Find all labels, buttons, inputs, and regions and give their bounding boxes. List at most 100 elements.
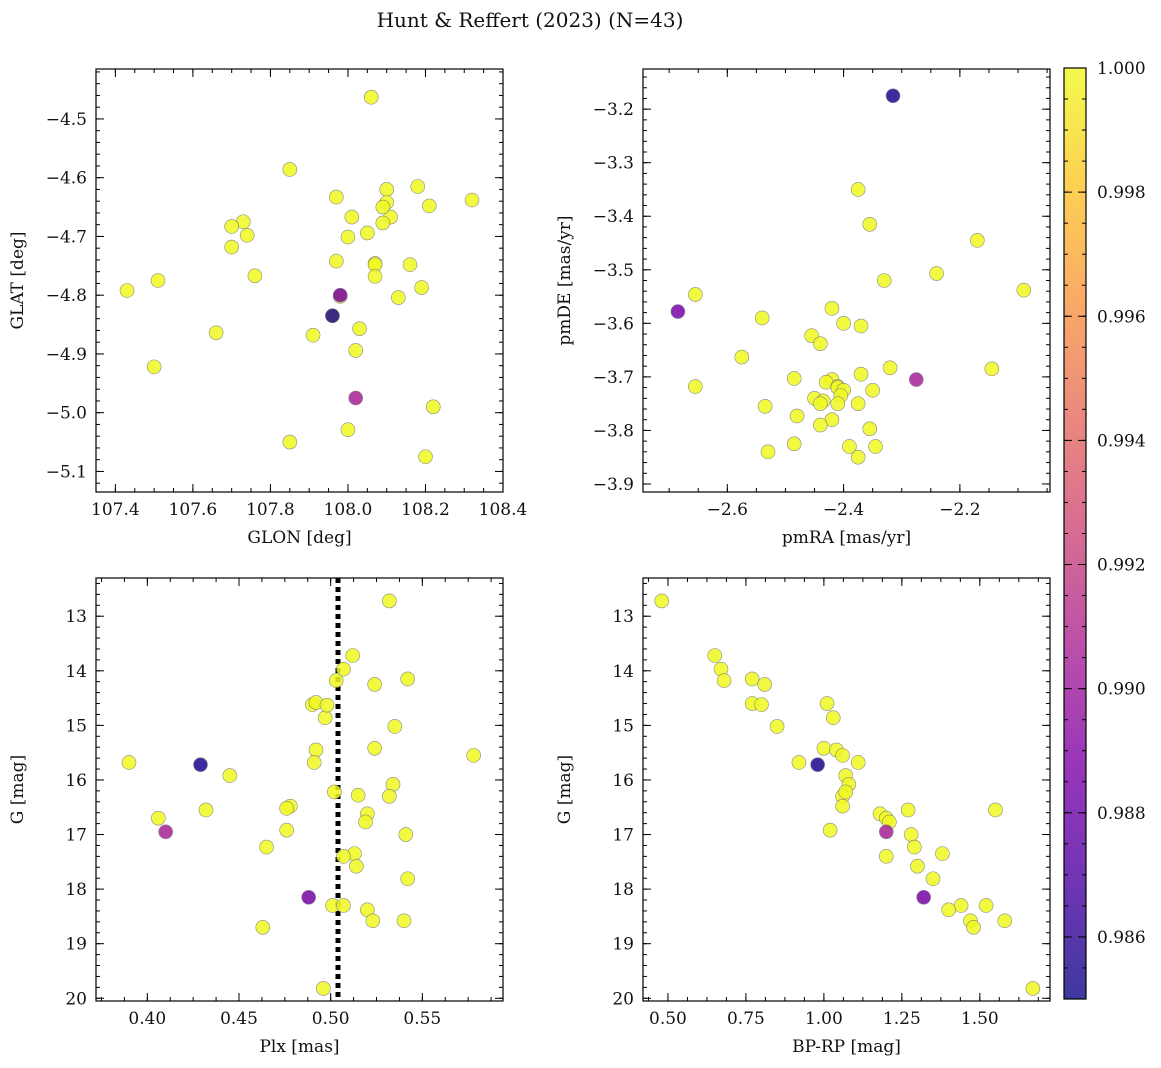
x-tick-label: 1.25 (883, 1009, 921, 1029)
data-point (670, 304, 686, 319)
colorbar-tick-label: 0.996 (1097, 307, 1146, 327)
data-point (850, 396, 866, 411)
data-point (317, 710, 333, 726)
data-point (336, 849, 351, 864)
data-point (410, 179, 426, 194)
data-point (279, 822, 294, 838)
x-tick-label: 0.50 (312, 1009, 350, 1029)
data-point (830, 396, 846, 411)
data-point (387, 719, 403, 734)
y-tick-label: −4.7 (46, 227, 87, 247)
colorbar: 0.986 0.988 0.990 0.992 0.994 0.996 0.998 1.000 (1063, 59, 1146, 1000)
data-point (876, 273, 892, 288)
data-point (121, 755, 137, 770)
colorbar-tick-label: 0.998 (1097, 183, 1146, 203)
y-tick-label: 13 (612, 607, 634, 627)
data-point (146, 359, 162, 375)
data-point (707, 648, 723, 663)
data-point (396, 913, 412, 929)
data-point (336, 661, 351, 677)
colorbar-gradient (1064, 68, 1086, 999)
y-tick-label: 15 (612, 716, 634, 736)
y-tick-label: 17 (612, 826, 634, 846)
data-point (352, 321, 367, 336)
data-point (340, 422, 356, 438)
x-tick-label: 107.8 (246, 500, 295, 520)
data-point (345, 648, 360, 663)
data-point (325, 308, 340, 324)
colorbar-tick-label: 0.992 (1097, 556, 1146, 576)
data-point (329, 253, 344, 269)
y-axis-label: GLAT [deg] (8, 231, 28, 329)
data-point (716, 673, 732, 688)
y-tick-label: 19 (612, 935, 634, 955)
x-tick-label: −2.6 (707, 500, 748, 520)
data-point (997, 913, 1013, 929)
data-point (348, 343, 364, 358)
data-point (966, 920, 981, 935)
data-point (878, 849, 894, 864)
data-point (306, 755, 322, 770)
data-point (382, 789, 397, 804)
x-tick-label: 0.55 (403, 1009, 441, 1029)
data-point (754, 310, 770, 326)
data-point (349, 858, 364, 874)
y-tick-label: −3.4 (593, 207, 634, 227)
data-point (744, 671, 760, 687)
data-point (316, 981, 331, 996)
data-point (208, 325, 224, 341)
data-point (984, 361, 1000, 377)
x-tick-label: 0.40 (128, 1009, 166, 1029)
data-point (308, 742, 324, 758)
axes-frame (95, 68, 504, 493)
y-tick-label: −3.2 (593, 100, 634, 120)
data-point (327, 784, 342, 800)
colorbar-tick-label: 0.986 (1097, 928, 1146, 948)
data-point (340, 229, 356, 245)
data-point (842, 439, 857, 454)
x-axis-label: BP-RP [mag] (792, 1037, 901, 1057)
data-point (850, 182, 866, 197)
y-tick-label: 16 (612, 771, 634, 791)
colorbar-tick-label: 0.994 (1097, 431, 1146, 451)
data-point (865, 382, 880, 398)
data-point (400, 871, 415, 887)
data-point (853, 318, 869, 334)
data-point (247, 268, 263, 284)
y-tick-label: 14 (612, 662, 634, 682)
data-point (688, 379, 703, 394)
y-tick-label: 20 (65, 989, 87, 1009)
y-tick-label: −4.8 (46, 286, 87, 306)
data-point (151, 810, 166, 826)
x-tick-label: −2.2 (939, 500, 980, 520)
y-tick-label: 15 (65, 716, 87, 736)
data-point (816, 740, 832, 756)
data-point (882, 360, 898, 376)
x-tick-label: 1.50 (961, 1009, 999, 1029)
x-tick-label: 0.50 (649, 1009, 687, 1029)
data-point (464, 192, 480, 208)
data-point (150, 273, 166, 288)
y-tick-label: 13 (65, 607, 87, 627)
data-point (822, 822, 838, 838)
data-point (757, 677, 772, 692)
data-point (935, 846, 950, 861)
data-point (978, 898, 994, 913)
data-point (868, 439, 883, 454)
data-point (391, 290, 406, 305)
data-point (916, 889, 931, 905)
y-tick-label: −3.8 (593, 421, 634, 441)
data-point (119, 283, 135, 298)
data-point (198, 802, 214, 818)
data-point (365, 913, 381, 929)
data-point (329, 189, 344, 205)
x-tick-label: −2.4 (823, 500, 864, 520)
data-point (970, 233, 985, 248)
data-point (305, 327, 321, 343)
data-point (367, 740, 382, 756)
data-point (885, 88, 901, 104)
data-point (259, 839, 274, 855)
y-tick-label: −4.5 (46, 110, 87, 130)
data-point (734, 349, 750, 365)
data-point (224, 239, 239, 255)
